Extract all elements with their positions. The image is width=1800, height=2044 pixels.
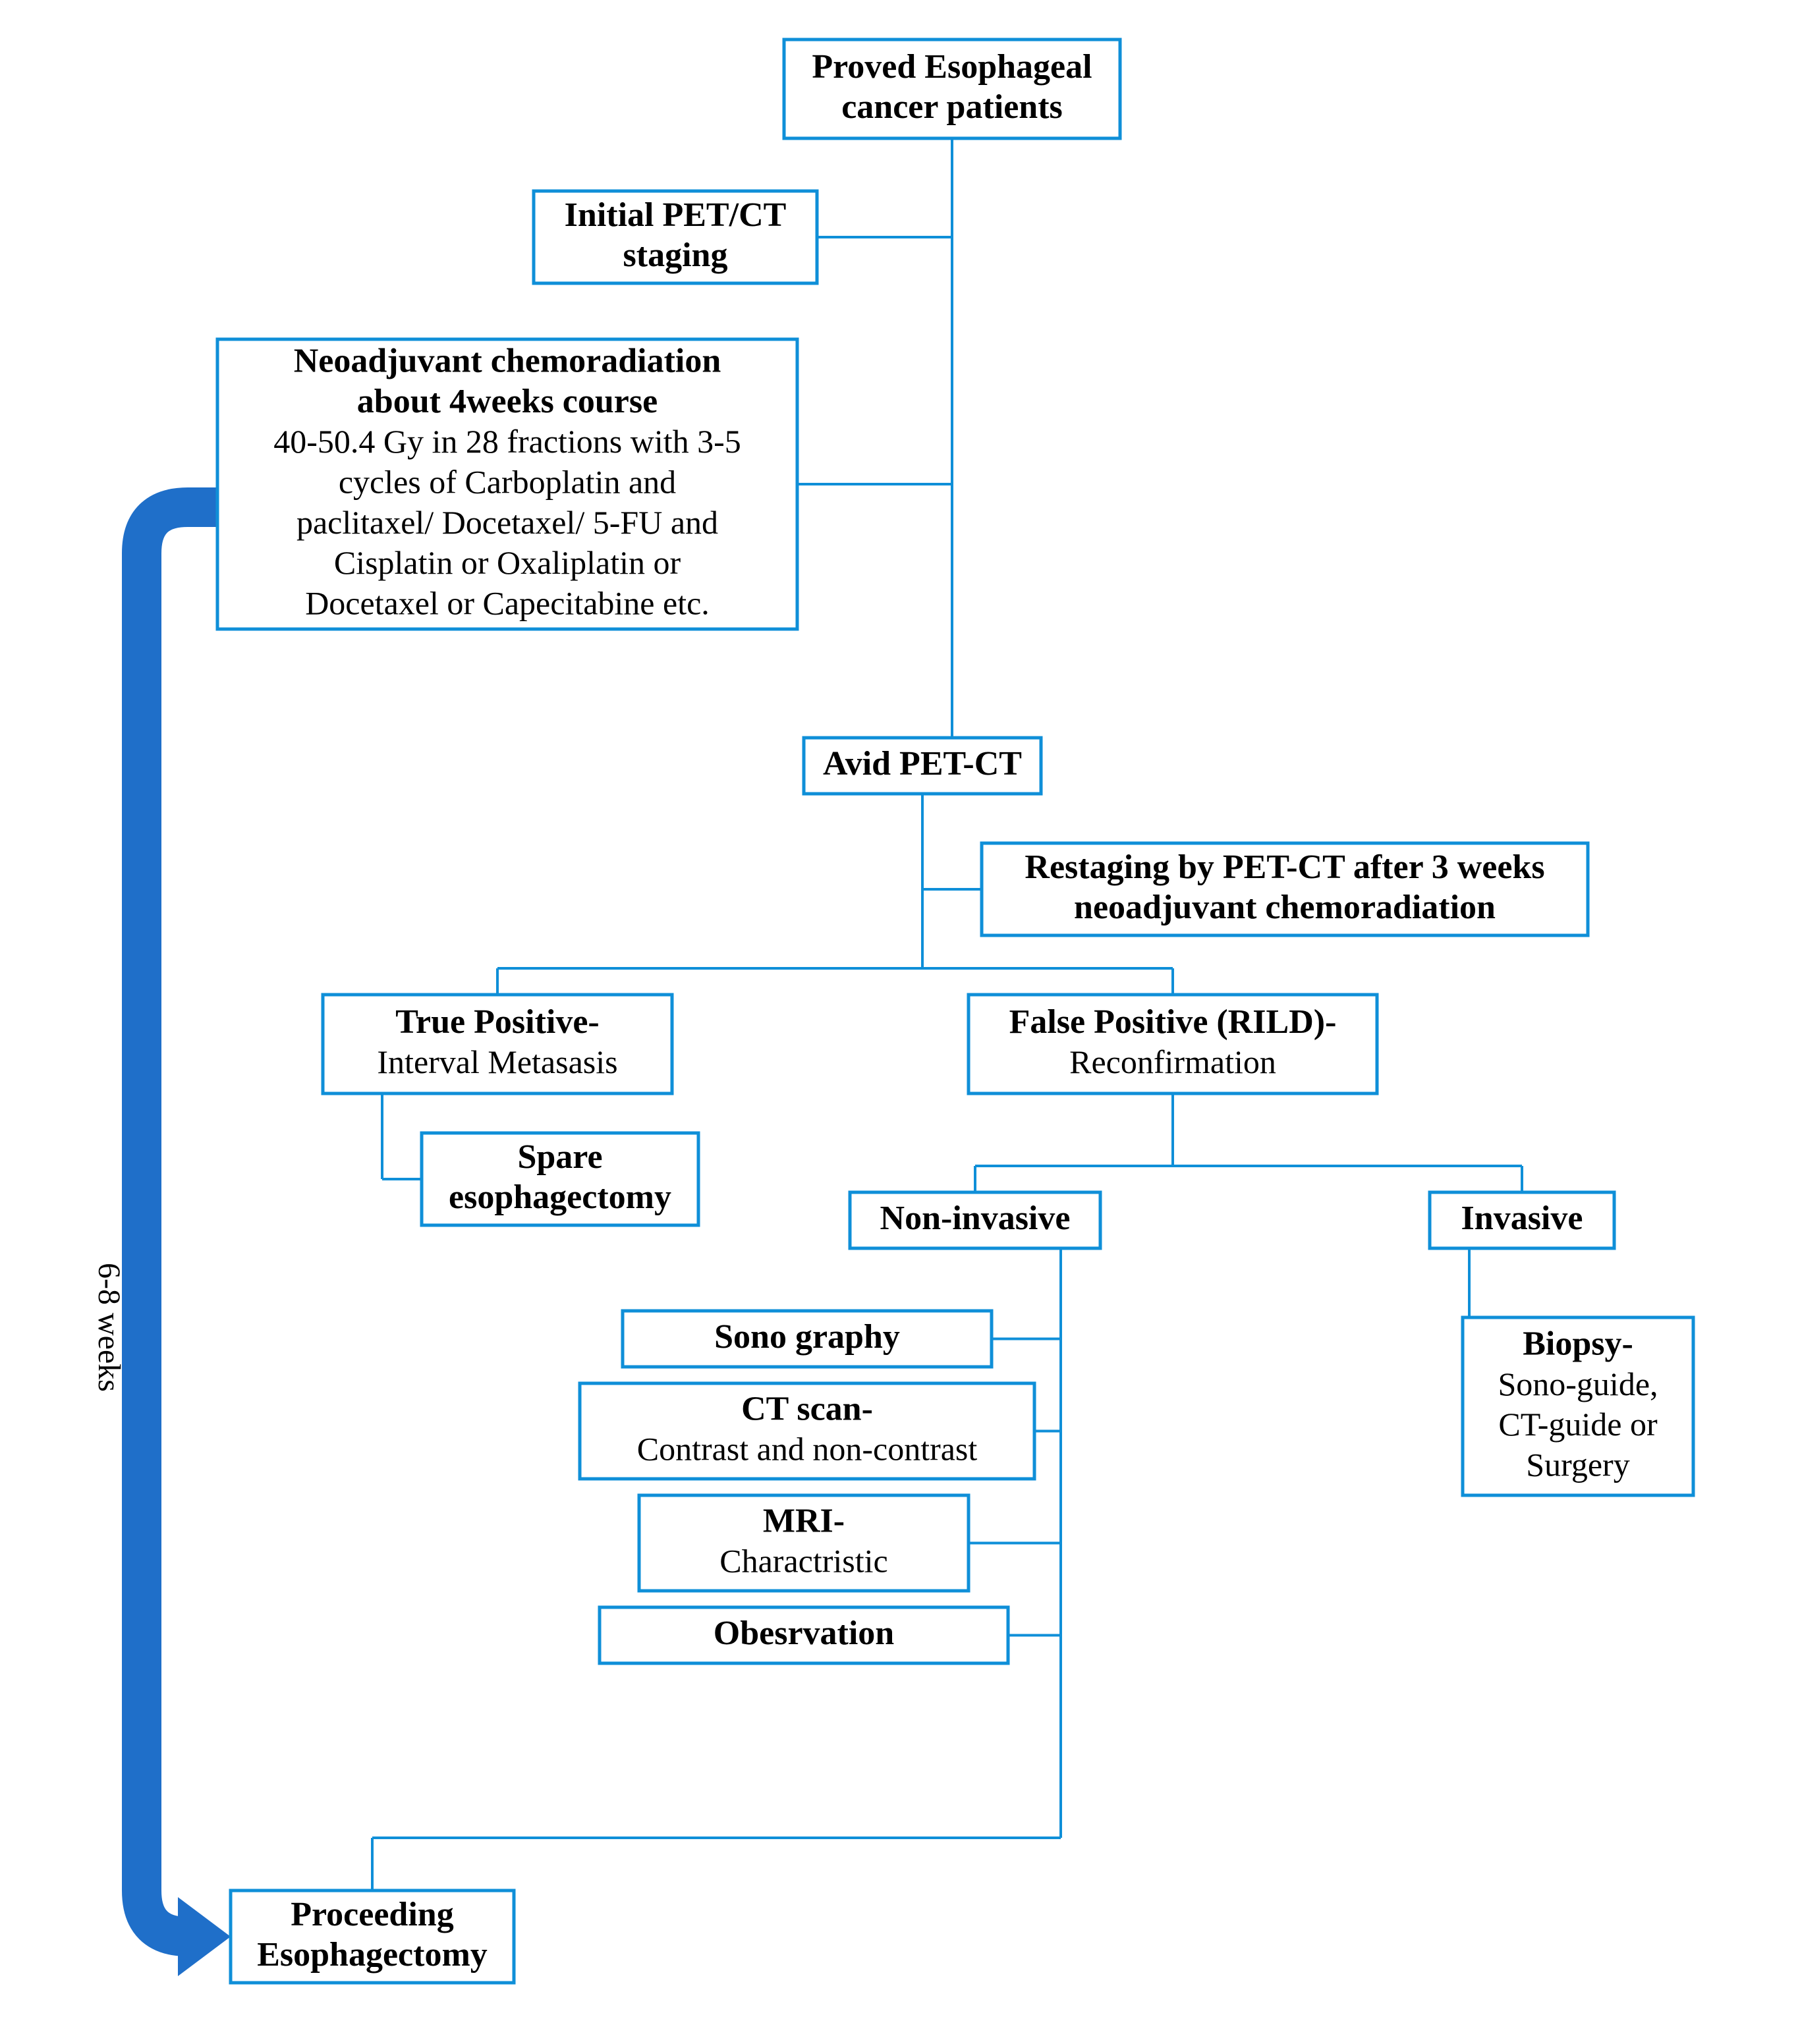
node-biopsy-line-2: CT-guide or (1498, 1406, 1658, 1443)
node-spare-line-0: Spare (517, 1138, 602, 1176)
node-initial-line-0: Initial PET/CT (565, 196, 787, 234)
node-noninv: Non-invasive (850, 1192, 1100, 1248)
node-proceed: ProceedingEsophagectomy (231, 1891, 514, 1983)
timeline-label: 6-8 weeks (92, 1263, 127, 1392)
node-biopsy-line-0: Biopsy- (1523, 1325, 1633, 1362)
node-initial-line-1: staging (623, 236, 728, 274)
node-ctscan: CT scan- Contrast and non-contrast (580, 1383, 1034, 1479)
node-noninv-line-0: Non-invasive (880, 1200, 1071, 1237)
node-proved-line-1: cancer patients (841, 88, 1063, 126)
node-avid: Avid PET-CT (804, 738, 1041, 794)
node-biopsy-line-1: Sono-guide, (1498, 1366, 1658, 1402)
node-spare-line-1: esophagectomy (449, 1178, 671, 1216)
node-falsepos-line-1: Reconfirmation (1069, 1043, 1276, 1080)
timeline-arrow: 6-8 weeks (92, 507, 231, 1976)
node-sono: Sono graphy (623, 1311, 992, 1367)
node-invasive: Invasive (1430, 1192, 1614, 1248)
node-neo-line-0: Neoadjuvant chemoradiation (294, 342, 721, 379)
nodes: Proved Esophagealcancer patients Initial … (217, 40, 1693, 1983)
node-avid-line-0: Avid PET-CT (823, 745, 1022, 783)
node-spare: Spareesophagectomy (422, 1133, 698, 1225)
node-falsepos-line-0: False Positive (RILD)- (1009, 1003, 1337, 1041)
node-sono-line-0: Sono graphy (714, 1318, 900, 1356)
node-neo-line-3: cycles of Carboplatin and (339, 464, 676, 501)
node-neo-line-2: 40-50.4 Gy in 28 fractions with 3-5 (273, 423, 741, 460)
node-obs: Obesrvation (600, 1607, 1008, 1663)
node-mri-line-1: Charactristic (719, 1543, 887, 1580)
node-truepos-line-1: Interval Metasasis (377, 1043, 617, 1080)
node-neo-line-4: paclitaxel/ Docetaxel/ 5-FU and (296, 504, 718, 541)
node-neo-line-1: about 4weeks course (357, 383, 658, 420)
node-mri-line-0: MRI- (763, 1502, 845, 1539)
node-neo: Neoadjuvant chemoradiation about 4weeks c… (217, 339, 797, 629)
node-ctscan-line-1: Contrast and non-contrast (637, 1431, 978, 1468)
node-obs-line-0: Obesrvation (714, 1615, 895, 1652)
node-proved-line-0: Proved Esophageal (812, 48, 1092, 86)
node-invasive-line-0: Invasive (1461, 1200, 1583, 1237)
node-neo-line-5: Cisplatin or Oxaliplatin or (334, 544, 681, 581)
node-mri: MRI- Charactristic (639, 1495, 969, 1591)
node-restage: Restaging by PET-CT after 3 weeksneoadju… (982, 843, 1588, 935)
node-biopsy-line-3: Surgery (1526, 1447, 1629, 1483)
node-ctscan-line-0: CT scan- (741, 1390, 873, 1427)
node-truepos: True Positive-Interval Metasasis (323, 995, 672, 1093)
node-proved: Proved Esophagealcancer patients (784, 40, 1120, 138)
node-neo-line-6: Docetaxel or Capecitabine etc. (305, 585, 710, 622)
node-restage-line-0: Restaging by PET-CT after 3 weeks (1025, 848, 1544, 886)
node-falsepos: False Positive (RILD)-Reconfirmation (969, 995, 1377, 1093)
node-truepos-line-0: True Positive- (395, 1003, 600, 1041)
node-proceed-line-0: Proceeding (291, 1896, 453, 1933)
node-proceed-line-1: Esophagectomy (257, 1936, 488, 1974)
node-initial: Initial PET/CTstaging (534, 191, 817, 283)
node-biopsy: Biopsy- Sono-guide, CT-guide or Surgery (1463, 1317, 1693, 1495)
node-restage-line-1: neoadjuvant chemoradiation (1074, 889, 1496, 926)
